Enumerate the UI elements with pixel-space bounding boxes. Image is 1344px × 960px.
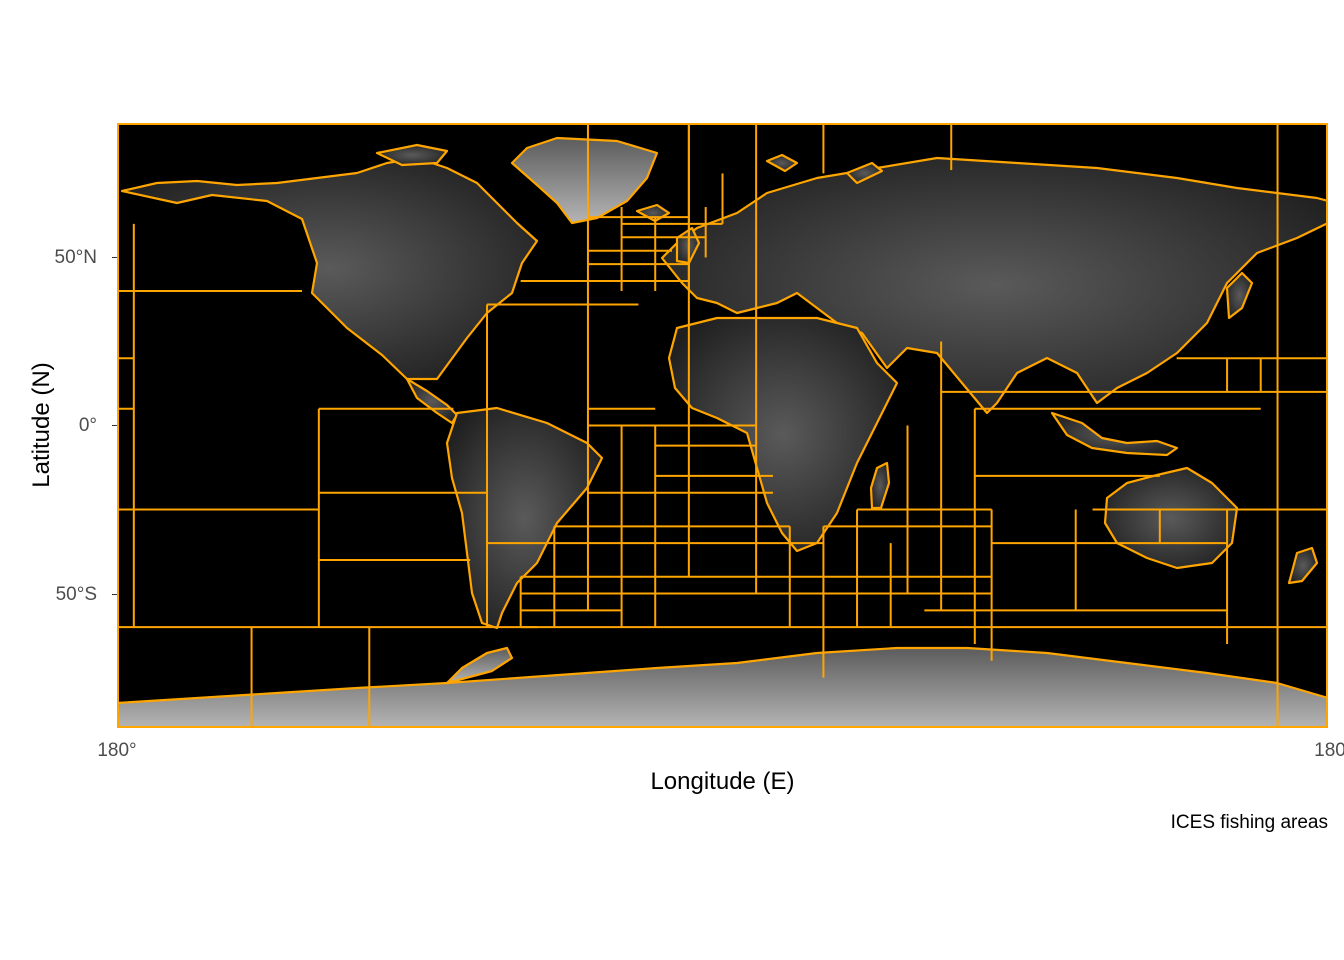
landmass-madagascar [869, 461, 891, 510]
ices-boundary-layer [117, 123, 1328, 728]
y-tick-mark [112, 425, 117, 426]
map-panel [117, 123, 1328, 728]
landmass-antarctic-peninsula [445, 646, 514, 685]
landmass-eurasia [660, 156, 1328, 415]
y-tick-label: 50°N [54, 247, 97, 268]
landmass-new-zealand [1287, 546, 1319, 585]
y-tick-mark [112, 257, 117, 258]
x-tick-label-left: 180° [97, 740, 137, 761]
landmass-indonesia [1050, 411, 1179, 457]
landmass-central-america [405, 377, 459, 425]
landmass-arctic-islands [375, 143, 449, 167]
landmass-japan [1225, 271, 1254, 320]
landmass-north-america [120, 156, 539, 381]
y-tick-label: 50°S [55, 584, 97, 605]
landmass-novaya-zemlya [845, 161, 884, 185]
map-canvas [117, 123, 1328, 728]
landmass-iceland [635, 203, 671, 223]
landmass-africa [667, 316, 899, 553]
landmass-svalbard [765, 153, 799, 173]
landmass-south-america [445, 406, 604, 630]
landmass-antarctica [117, 646, 1328, 728]
x-tick-label-right: 180 [1314, 740, 1344, 761]
y-tick-mark [112, 594, 117, 595]
landmass-layer [117, 136, 1328, 728]
y-axis-title: Latitude (N) [28, 362, 55, 488]
map-border [117, 123, 1328, 728]
map-caption: ICES fishing areas [1170, 812, 1328, 833]
y-tick-label: 0° [78, 415, 97, 436]
landmass-australia [1103, 466, 1239, 570]
landmass-greenland [510, 136, 659, 225]
x-axis-title: Longitude (E) [650, 768, 795, 795]
